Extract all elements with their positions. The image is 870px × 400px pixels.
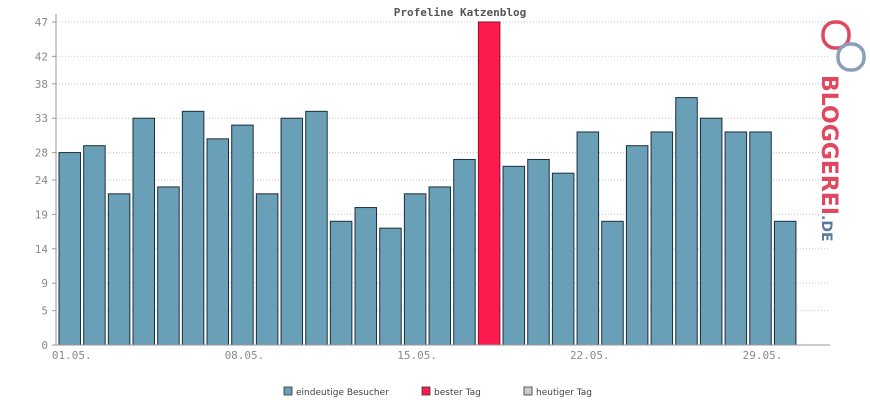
bar — [724, 131, 748, 346]
bar — [675, 97, 698, 346]
bar — [329, 220, 353, 346]
legend-swatch — [523, 386, 533, 396]
bar — [231, 124, 254, 346]
bar — [107, 193, 131, 346]
x-tick-label: 01.05. — [52, 349, 92, 362]
bar — [601, 220, 624, 346]
axes — [55, 14, 830, 346]
legend-label: heutiger Tag — [536, 388, 592, 398]
bar — [58, 152, 81, 346]
legend-label: bester Tag — [434, 388, 481, 398]
bar — [576, 131, 600, 346]
bar — [699, 117, 723, 346]
bar — [206, 138, 230, 346]
bar — [255, 193, 279, 346]
y-tick-label: 14 — [35, 243, 49, 256]
y-tick-label: 47 — [35, 16, 48, 29]
y-tick-label: 9 — [41, 277, 48, 290]
x-tick-label: 15.05. — [397, 349, 437, 362]
bar — [83, 145, 106, 346]
bar — [773, 220, 797, 346]
y-tick-label: 42 — [35, 50, 48, 63]
chart-title: Profeline Katzenblog — [394, 6, 526, 19]
legend-swatch — [283, 386, 293, 396]
bar — [428, 186, 452, 346]
bloggerei-logo[interactable]: BLOGGEREI.DE — [816, 20, 866, 242]
bar — [749, 131, 772, 346]
x-tick-label: 08.05. — [225, 349, 265, 362]
x-axis-labels: 01.05. 08.05. 15.05. 22.05. 29.05. — [52, 349, 783, 362]
y-tick-label: 0 — [41, 339, 48, 352]
y-tick-label: 19 — [35, 208, 48, 221]
bar — [650, 131, 674, 346]
svg-text:BLOGGEREI.DE: BLOGGEREI.DE — [816, 75, 841, 242]
bar — [551, 172, 575, 346]
y-axis-labels: 0 5 9 14 19 24 28 33 38 42 47 — [35, 16, 56, 352]
y-tick-label: 28 — [35, 147, 48, 160]
y-tick-label: 38 — [35, 78, 48, 91]
bar — [502, 165, 526, 346]
bar-best-day — [477, 21, 501, 346]
legend: eindeutige Besucher bester Tag heutiger Ta… — [283, 386, 592, 398]
y-tick-label: 24 — [35, 174, 49, 187]
bar — [354, 207, 378, 346]
logo-mark-icon — [821, 20, 866, 72]
bar — [625, 145, 649, 346]
bar — [280, 117, 304, 346]
bar — [157, 186, 180, 346]
bar — [527, 158, 550, 346]
x-tick-label: 29.05. — [743, 349, 783, 362]
bar — [305, 110, 328, 346]
bar — [181, 110, 205, 346]
legend-label: eindeutige Besucher — [296, 388, 389, 398]
logo-suffix: .DE — [818, 215, 834, 242]
bar — [132, 117, 156, 346]
x-tick-label: 22.05. — [570, 349, 610, 362]
bar — [379, 227, 402, 346]
legend-swatch — [421, 386, 431, 396]
bars — [58, 21, 797, 346]
logo-name: BLOGGEREI — [816, 75, 841, 215]
bar — [453, 158, 476, 346]
bar — [403, 193, 427, 346]
y-tick-label: 33 — [35, 112, 48, 125]
y-tick-label: 5 — [41, 305, 48, 318]
